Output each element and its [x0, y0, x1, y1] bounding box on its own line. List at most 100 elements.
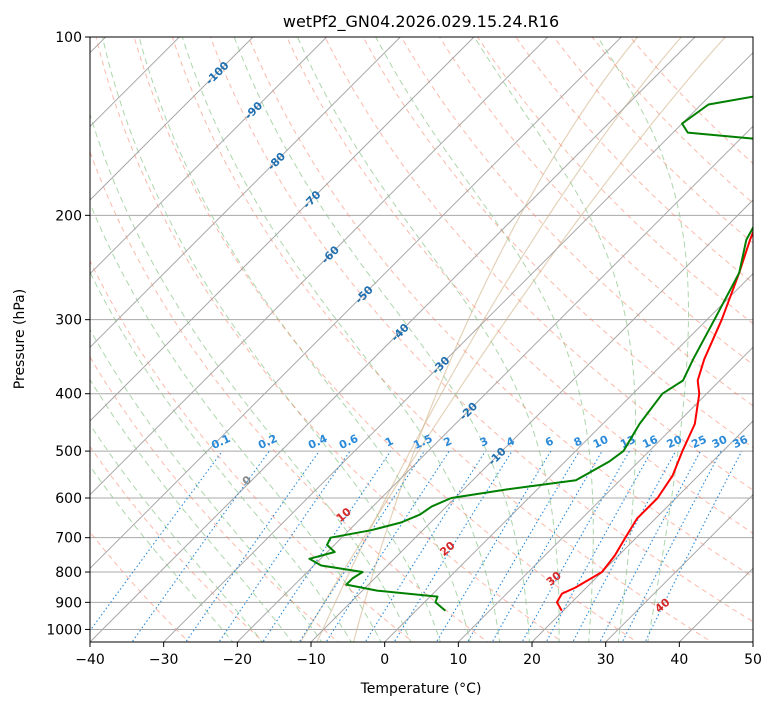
dry-adiabat — [90, 150, 489, 642]
dry-adiabats — [90, 37, 753, 642]
moist-adiabats — [90, 37, 689, 642]
dry-adiabat-label: 20 — [437, 539, 457, 559]
y-tick-label: 400 — [55, 387, 82, 403]
mixing-ratio-line — [298, 450, 425, 642]
x-tick-label: 0 — [380, 652, 389, 668]
mixing-ratio-label: 6 — [543, 434, 556, 449]
isotherm-line — [752, 641, 753, 642]
chart-title: wetPf2_GN04.2026.029.15.24.R16 — [283, 12, 559, 32]
lcl-curve — [316, 37, 683, 642]
y-tick-label: 300 — [55, 313, 82, 329]
isotherm-label: -80 — [265, 150, 288, 173]
isotherms — [90, 37, 753, 642]
isotherm-line — [90, 37, 696, 642]
dry-adiabat — [209, 37, 753, 623]
x-tick-label: 40 — [670, 652, 688, 668]
series-lines — [308, 95, 753, 612]
mixing-ratio-label: 1 — [383, 434, 395, 449]
mixing-ratio-label: 25 — [689, 433, 708, 451]
lcl-curve — [352, 37, 639, 642]
pressure-grid — [90, 37, 753, 630]
mixing-ratio-label: 30 — [710, 433, 730, 451]
plot-area: 0.1 0.2 0.4 0.6 1 1.5 2 3 4 6 8 10 13 16 20 25 30 36-100-… — [90, 37, 753, 642]
dry-adiabat — [515, 37, 753, 284]
moist-adiabat — [90, 112, 412, 642]
x-tick-label: 10 — [449, 652, 467, 668]
x-axis-label: Temperature (°C) — [360, 681, 482, 697]
moist-adiabat — [233, 37, 530, 642]
mixing-ratio-line — [393, 450, 513, 642]
mixing-ratio-label: 3 — [478, 434, 490, 449]
y-tick-label: 500 — [55, 444, 82, 460]
dry-adiabat-label: 40 — [652, 595, 672, 615]
dry-adiabat — [286, 37, 753, 534]
mixing-ratio-line — [218, 450, 351, 642]
y-tick-label: 800 — [55, 565, 82, 581]
dry-adiabat — [90, 531, 190, 642]
x-tick-label: −10 — [296, 652, 326, 668]
line-labels: 0.1 0.2 0.4 0.6 1 1.5 2 3 4 6 8 10 13 16 20 25 30 36-100-… — [203, 59, 750, 616]
mixing-ratio-line — [572, 450, 677, 642]
mixing-ratio-line — [644, 450, 743, 642]
mixing-ratio-lines — [90, 450, 743, 642]
isotherm-line — [90, 37, 328, 275]
mixing-ratio-label: 20 — [665, 433, 685, 451]
moist-adiabat — [90, 202, 382, 642]
dry-adiabat — [133, 37, 638, 642]
mixing-ratio-line — [90, 450, 223, 632]
dry-adiabat — [90, 445, 265, 642]
mixing-ratio-line — [435, 450, 552, 642]
mixing-ratio-line — [364, 450, 486, 642]
dry-adiabat — [438, 37, 753, 366]
dry-adiabat — [362, 37, 753, 449]
isotherm-line — [90, 37, 402, 349]
dry-adiabat — [591, 37, 753, 204]
x-tick-label: −20 — [223, 652, 253, 668]
mixing-ratio-label: 2 — [442, 434, 454, 449]
temperature-line — [555, 229, 753, 612]
isotherm-line — [604, 493, 753, 642]
dry-adiabat-label: 10 — [334, 505, 354, 525]
isotherm-line — [457, 346, 753, 642]
isotherm-line — [162, 51, 753, 642]
isotherm-line — [383, 272, 753, 642]
isotherm-line — [90, 37, 549, 496]
y-tick-label: 1000 — [46, 622, 82, 638]
moist-adiabat — [473, 37, 637, 642]
y-tick-label: 900 — [55, 595, 82, 611]
mixing-ratio-label: 0.2 — [256, 432, 279, 452]
isotherm-label: -70 — [300, 188, 323, 211]
moist-adiabat — [90, 423, 264, 642]
moist-adiabat — [101, 37, 441, 642]
mixing-ratio-line — [491, 450, 603, 642]
isotherm-label: -50 — [353, 283, 376, 306]
mixing-ratio-label: 16 — [640, 433, 660, 451]
mixing-ratio-line — [621, 450, 722, 642]
isotherm-line — [90, 37, 623, 570]
isotherm-line — [236, 125, 753, 642]
y-tick-label: 700 — [55, 531, 82, 547]
x-tick-label: 50 — [744, 652, 762, 668]
isotherm-label: -40 — [389, 321, 412, 344]
dry-adiabat — [324, 37, 753, 491]
moist-adiabat — [597, 37, 689, 642]
isotherm-line — [90, 37, 181, 128]
dry-adiabat — [95, 37, 564, 642]
y-axis-label: Pressure (hPa) — [12, 289, 28, 389]
moist-adiabat — [90, 465, 234, 642]
mixing-ratio-line — [599, 450, 701, 642]
y-tick-label: 600 — [55, 491, 82, 507]
x-axis-ticks: −40 −30 −20 −10 0 10 20 30 40 50 — [75, 642, 762, 668]
x-tick-label: −40 — [75, 652, 105, 668]
mixing-ratio-label: 8 — [572, 434, 584, 449]
x-tick-label: 20 — [523, 652, 541, 668]
isotherm-line — [90, 37, 475, 422]
moist-adiabat — [90, 378, 293, 642]
lcl-curve — [300, 37, 727, 642]
mixing-ratio-line — [185, 450, 320, 642]
isotherm-line — [310, 199, 753, 642]
isotherm-line — [90, 37, 254, 201]
mixing-ratio-line — [521, 450, 630, 642]
mixing-ratio-label: 36 — [731, 433, 751, 451]
